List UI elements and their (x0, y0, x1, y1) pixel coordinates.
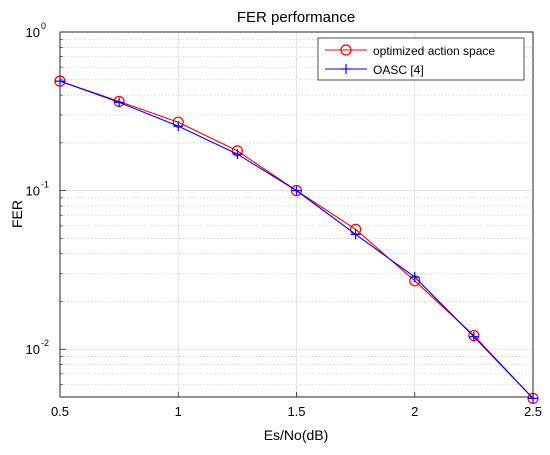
data-point-plus (55, 76, 65, 87)
data-point-plus (291, 185, 302, 196)
y-tick-label: 10 -1 (26, 180, 49, 199)
y-tick-exponent: -2 (41, 338, 49, 348)
y-tick-exponent: -1 (41, 180, 49, 190)
x-tick-label: 2.5 (524, 404, 542, 419)
x-tick-label: 2 (411, 404, 418, 419)
y-tick-label: 10 -2 (26, 338, 49, 357)
series-layer (54, 75, 539, 404)
data-point-plus (528, 393, 538, 404)
data-point-plus (409, 272, 420, 283)
y-axis-label: FER (9, 200, 25, 228)
data-point-plus (468, 331, 479, 342)
legend-box (317, 37, 525, 81)
y-tick-label: 10 0 (26, 21, 46, 40)
y-tick-base: 10 (26, 342, 40, 357)
y-tick-exponent: 0 (41, 21, 46, 31)
y-tick-base: 10 (26, 184, 40, 199)
data-point-plus (350, 229, 361, 240)
data-point-plus (114, 97, 125, 108)
chart-title: FER performance (237, 9, 355, 26)
y-tick-base: 10 (26, 25, 40, 40)
x-tick-label: 1.5 (287, 404, 305, 419)
x-tick-label: 1 (175, 404, 182, 419)
x-tick-label: 0.5 (51, 404, 69, 419)
data-point-plus (173, 121, 184, 132)
legend: optimized action space OASC [4] (317, 37, 525, 81)
legend-label-optimized: optimized action space (373, 44, 495, 58)
x-axis-label: Es/No(dB) (264, 427, 329, 443)
data-point-plus (232, 149, 243, 160)
legend-marker-circle (340, 44, 352, 56)
legend-label-oasc: OASC [4] (373, 63, 424, 77)
